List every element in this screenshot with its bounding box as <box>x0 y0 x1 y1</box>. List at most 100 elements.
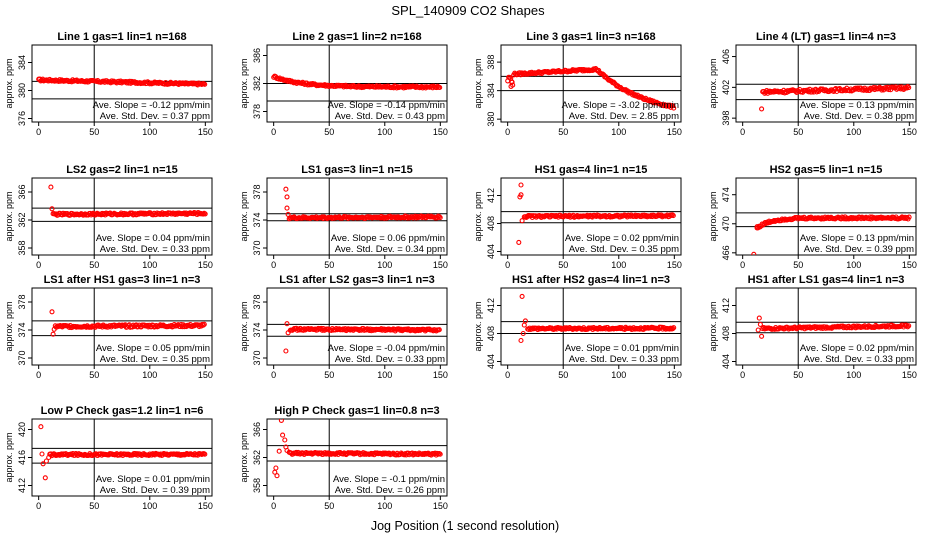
x-tick-label: 50 <box>89 127 99 137</box>
y-tick-label: 408 <box>721 326 731 341</box>
x-tick-label: 150 <box>433 501 448 511</box>
y-tick-label: 412 <box>486 298 496 313</box>
panel-11: HS1 after HS2 gas=4 lin=1 n=3 approx. ppm… <box>473 274 682 380</box>
y-tick-label: 370 <box>252 350 262 365</box>
slope-annotation: Ave. Slope = 0.05 ppm/min <box>96 343 210 354</box>
x-tick-label: 150 <box>902 370 917 380</box>
stddev-annotation: Ave. Std. Dev. = 0.37 ppm <box>100 111 210 122</box>
data-point <box>282 437 288 443</box>
slope-annotation: Ave. Slope = 0.02 ppm/min <box>800 343 914 354</box>
y-axis-label: approx. ppm <box>239 191 249 241</box>
x-tick-label: 100 <box>142 501 157 511</box>
data-point <box>283 186 289 192</box>
stddev-annotation: Ave. Std. Dev. = 0.33 ppm <box>100 244 210 255</box>
data-point <box>202 451 208 457</box>
x-tick-label: 100 <box>377 127 392 137</box>
x-tick-label: 0 <box>740 127 745 137</box>
data-point <box>518 192 524 198</box>
data-point <box>50 331 56 337</box>
x-tick-label: 0 <box>740 260 745 270</box>
data-point <box>671 105 677 111</box>
data-points <box>49 309 207 337</box>
y-tick-label: 474 <box>721 187 731 202</box>
panel-6: LS1 gas=3 lin=1 n=15 approx. ppm 0 50 100 150… <box>239 164 448 270</box>
y-tick-label: 382 <box>252 76 262 91</box>
panel-title: Low P Check gas=1.2 lin=1 n=6 <box>41 405 204 417</box>
y-tick-label: 378 <box>17 294 27 309</box>
panel-1: Line 1 gas=1 lin=1 n=168 approx. ppm 0 50 10… <box>4 31 213 137</box>
stddev-annotation: Ave. Std. Dev. = 2.85 ppm <box>569 111 679 122</box>
x-tick-label: 0 <box>740 370 745 380</box>
data-point <box>284 205 290 211</box>
stddev-annotation: Ave. Std. Dev. = 0.34 ppm <box>335 244 445 255</box>
plot-frame <box>31 287 213 366</box>
panel-14: High P Check gas=1 lin=0.8 n=3 approx. pp… <box>239 405 448 511</box>
data-points <box>516 182 676 245</box>
y-tick-label: 470 <box>721 216 731 231</box>
panel-9: LS1 after HS1 gas=3 lin=1 n=3 approx. ppm… <box>4 274 213 380</box>
y-tick-label: 374 <box>252 212 262 227</box>
y-axis-label: approx. ppm <box>239 58 249 108</box>
panel-title: HS2 gas=5 lin=1 n=15 <box>770 164 883 176</box>
y-tick-label: 380 <box>486 112 496 127</box>
y-tick-label: 376 <box>17 111 27 126</box>
stddev-annotation: Ave. Std. Dev. = 0.33 ppm <box>804 354 914 365</box>
figure-title: SPL_140909 CO2 Shapes <box>391 3 545 18</box>
panel-2: Line 2 gas=1 lin=2 n=168 approx. ppm 0 50 10… <box>239 31 448 137</box>
data-point <box>751 251 757 255</box>
x-tick-label: 150 <box>198 370 213 380</box>
x-tick-label: 50 <box>558 127 568 137</box>
data-point <box>283 348 289 354</box>
data-point <box>285 211 291 217</box>
x-tick-label: 50 <box>89 370 99 380</box>
x-tick-label: 50 <box>324 127 334 137</box>
data-point <box>670 213 676 219</box>
data-points <box>751 214 912 255</box>
x-tick-label: 100 <box>846 127 861 137</box>
x-tick-label: 100 <box>142 127 157 137</box>
y-tick-label: 378 <box>252 104 262 119</box>
x-tick-label: 150 <box>198 127 213 137</box>
x-tick-label: 50 <box>89 501 99 511</box>
x-tick-label: 50 <box>89 260 99 270</box>
data-point <box>201 321 207 327</box>
data-point <box>273 465 279 471</box>
panel-7: HS1 gas=4 lin=1 n=15 approx. ppm 0 50 100 150… <box>473 164 682 270</box>
panel-4: Line 4 (LT) gas=1 lin=4 n=3 approx. ppm 0 5… <box>708 31 917 137</box>
x-tick-label: 50 <box>793 127 803 137</box>
y-tick-label: 412 <box>17 478 27 493</box>
data-point <box>202 81 208 87</box>
y-axis-label: approx. ppm <box>473 301 483 351</box>
data-point <box>759 106 765 112</box>
panel-10: LS1 after LS2 gas=3 lin=1 n=3 approx. ppm… <box>239 274 448 380</box>
data-point <box>437 451 443 457</box>
x-tick-label: 150 <box>433 370 448 380</box>
panel-12: HS1 after LS1 gas=4 lin=1 n=3 approx. ppm… <box>708 274 917 380</box>
figure-xlabel: Jog Position (1 second resolution) <box>371 519 559 533</box>
x-tick-label: 0 <box>271 260 276 270</box>
data-point <box>280 432 286 438</box>
y-tick-label: 384 <box>486 83 496 98</box>
slope-annotation: Ave. Slope = 0.01 ppm/min <box>96 474 210 485</box>
x-tick-label: 0 <box>36 260 41 270</box>
data-point <box>436 214 442 220</box>
x-tick-label: 0 <box>36 501 41 511</box>
data-point <box>276 448 282 454</box>
data-point <box>437 84 443 91</box>
data-point <box>671 325 677 331</box>
data-point <box>519 218 525 224</box>
y-tick-label: 362 <box>252 450 262 465</box>
plot-frame <box>500 177 682 256</box>
data-point <box>43 458 49 464</box>
plot-frame <box>500 287 682 366</box>
data-point <box>40 461 46 467</box>
panel-title: HS1 gas=4 lin=1 n=15 <box>535 164 648 176</box>
data-point <box>436 327 442 333</box>
y-tick-label: 404 <box>486 354 496 369</box>
data-point <box>202 211 208 217</box>
slope-annotation: Ave. Slope = 0.02 ppm/min <box>565 233 679 244</box>
panel-title: Line 1 gas=1 lin=1 n=168 <box>57 31 186 43</box>
y-tick-label: 358 <box>252 478 262 493</box>
x-tick-label: 0 <box>505 370 510 380</box>
